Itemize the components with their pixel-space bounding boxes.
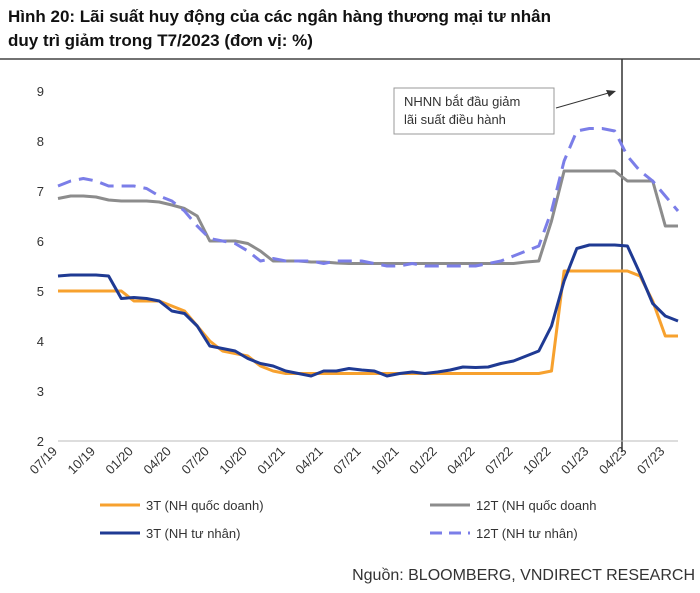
source: Nguồn: BLOOMBERG, VNDIRECT RESEARCH <box>352 567 695 584</box>
x-tick-label: 01/22 <box>406 444 440 478</box>
y-tick-label: 4 <box>37 334 44 349</box>
legend-label: 12T (NH tư nhân) <box>476 526 578 541</box>
legend-label: 3T (NH quốc doanh) <box>146 498 264 513</box>
x-tick-label: 04/22 <box>444 444 478 478</box>
annotation-box <box>393 87 555 135</box>
y-tick-label: 9 <box>37 84 44 99</box>
y-tick-label: 8 <box>37 134 44 149</box>
series-line <box>58 269 678 375</box>
x-tick-label: 07/19 <box>27 444 61 478</box>
y-tick-label: 7 <box>37 184 44 199</box>
x-tick-label: 07/22 <box>482 444 516 478</box>
annotation: lãi suất điều hành <box>404 112 506 127</box>
x-tick-label: 04/20 <box>140 444 174 478</box>
arrow-head <box>606 90 616 97</box>
x-tick-label: 07/23 <box>634 444 668 478</box>
series-line <box>57 243 679 378</box>
x-tick-label: 10/20 <box>216 444 250 478</box>
annotation: NHNN bắt đầu giảm <box>404 94 520 109</box>
x-tick-label: 07/21 <box>330 444 364 478</box>
series-line <box>57 127 680 268</box>
legend-label: 3T (NH tư nhân) <box>146 526 240 541</box>
annotation-arrow <box>555 91 613 109</box>
legend-label: 12T (NH quốc doanh <box>476 498 596 513</box>
chart-title: Hình 20: Lãi suất huy động của các ngân … <box>8 7 551 26</box>
x-tick-label: 10/22 <box>520 444 554 478</box>
x-tick-label: 04/21 <box>292 444 326 478</box>
y-tick-label: 6 <box>37 234 44 249</box>
x-tick-label: 01/23 <box>558 444 592 478</box>
series-line <box>57 169 678 265</box>
x-tick-label: 01/21 <box>254 444 288 478</box>
x-tick-label: 04/23 <box>596 444 630 478</box>
y-tick-label: 2 <box>37 434 44 449</box>
x-tick-label: 10/19 <box>64 444 98 478</box>
chart-title: duy trì giảm trong T7/2023 (đơn vị: %) <box>8 31 313 50</box>
x-tick-label: 10/21 <box>368 444 402 478</box>
x-tick-label: 01/20 <box>102 444 136 478</box>
y-tick-label: 5 <box>37 284 44 299</box>
x-tick-label: 07/20 <box>178 444 212 478</box>
y-tick-label: 3 <box>37 384 44 399</box>
